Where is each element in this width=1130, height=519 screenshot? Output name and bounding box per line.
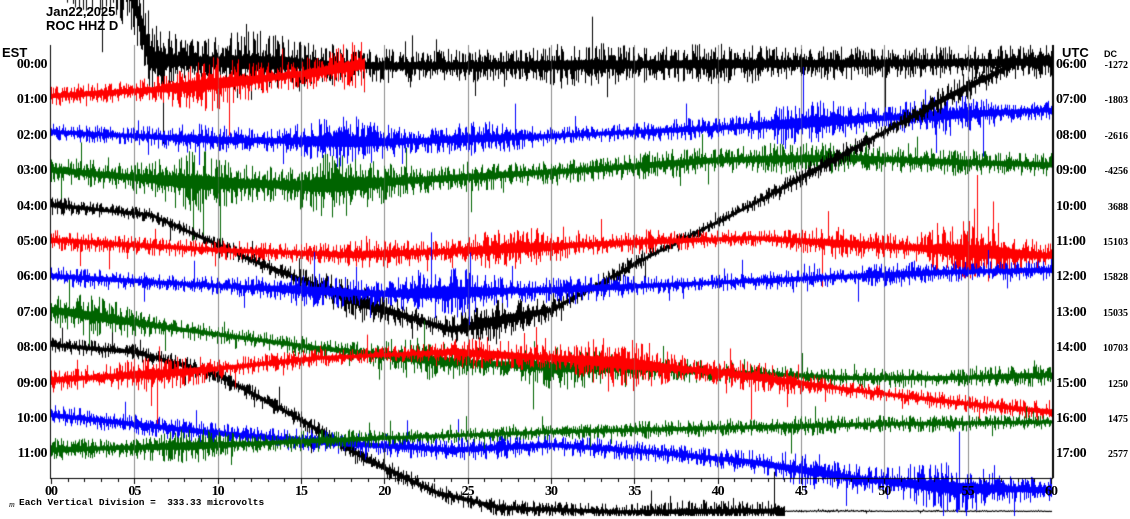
minute-tick-label: 40 — [711, 484, 725, 499]
dc-value: -4256 — [1104, 166, 1128, 178]
utc-hour-label: 06:00 — [1056, 57, 1087, 72]
utc-hour-label: 07:00 — [1056, 92, 1087, 108]
dc-value: -1803 — [1104, 95, 1128, 107]
utc-hour-label: 11:00 — [1056, 234, 1086, 249]
dc-value: 10703 — [1103, 343, 1128, 355]
est-hour-label: 05:00 — [16, 234, 48, 249]
est-hour-label: 04:00 — [16, 198, 48, 214]
est-hour-label: 02:00 — [16, 127, 48, 143]
title-station: ROC HHZ D — [46, 18, 119, 33]
est-hour-label: 06:00 — [16, 269, 48, 285]
scale-note-label: Each Vertical Division = 333.33 microvol… — [19, 497, 265, 508]
est-hour-label: 08:00 — [16, 340, 48, 356]
minute-tick-label: 25 — [461, 484, 475, 499]
est-hour-label: 11:00 — [17, 446, 48, 462]
minute-tick-label: 20 — [378, 484, 391, 499]
dc-value: -1272 — [1104, 60, 1128, 71]
utc-hour-label: 16:00 — [1056, 411, 1087, 426]
minute-tick-label: 60 — [1045, 484, 1058, 499]
utc-hour-label: 15:00 — [1056, 375, 1087, 391]
utc-hour-label: 17:00 — [1056, 446, 1087, 462]
minute-tick-label: 30 — [545, 484, 558, 499]
minute-tick-label: 55 — [961, 484, 975, 499]
dc-value: 1250 — [1108, 378, 1128, 390]
est-hour-label: 09:00 — [16, 375, 48, 391]
dc-axis-header: DC — [1104, 49, 1117, 59]
minute-tick-label: 10 — [211, 484, 225, 499]
est-hour-label: 07:00 — [16, 304, 48, 320]
dc-value: 2577 — [1108, 449, 1128, 461]
dc-value: 15035 — [1103, 307, 1128, 319]
dc-value: 3688 — [1108, 201, 1128, 213]
dc-value: -2616 — [1104, 130, 1128, 142]
utc-axis-header: UTC — [1062, 45, 1089, 60]
minute-tick-label: 45 — [795, 484, 808, 499]
utc-hour-label: 09:00 — [1056, 163, 1087, 179]
minute-tick-label: 35 — [628, 484, 641, 499]
title-date: Jan22,2025 — [46, 4, 116, 19]
utc-hour-label: 10:00 — [1056, 198, 1087, 214]
est-hour-label: 03:00 — [16, 163, 48, 179]
corner-mark: m — [9, 500, 15, 509]
utc-hour-label: 12:00 — [1056, 269, 1087, 285]
minute-tick-label: 05 — [128, 484, 141, 499]
left-axis-header: EST — [2, 45, 28, 60]
dc-value: 1475 — [1108, 414, 1128, 425]
utc-hour-label: 14:00 — [1056, 340, 1087, 356]
est-hour-label: 10:00 — [16, 411, 48, 426]
utc-hour-label: 13:00 — [1056, 304, 1087, 320]
minute-tick-label: 00 — [45, 484, 58, 499]
minute-tick-label: 15 — [295, 484, 308, 499]
est-hour-label: 00:00 — [16, 57, 48, 72]
minute-tick-label: 50 — [878, 484, 891, 499]
est-hour-label: 01:00 — [16, 92, 48, 108]
dc-value: 15828 — [1103, 272, 1128, 284]
utc-hour-label: 08:00 — [1056, 127, 1087, 143]
dc-value: 15103 — [1103, 237, 1128, 248]
